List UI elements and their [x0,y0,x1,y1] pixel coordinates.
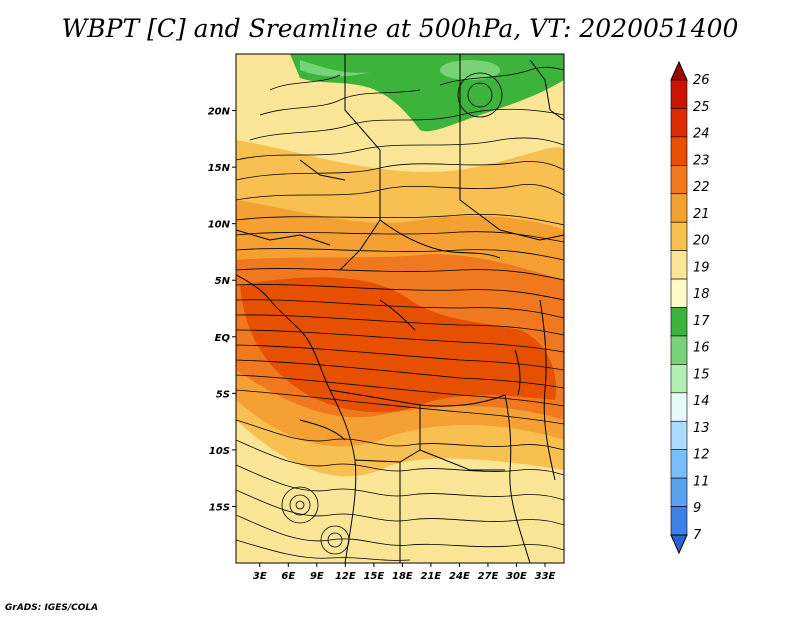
grads-credit: GrADS: IGES/COLA [5,603,99,613]
lon-label: 18E [392,571,413,582]
colorbar-label: 20 [693,234,710,249]
colorbar-swatch [670,221,688,251]
colorbar-top-arrow [670,60,688,81]
colorbar-label: 23 [693,153,710,168]
colorbar: 26 25 24 23 22 21 20 19 18 17 16 15 14 13 12 11 9 7 [670,60,710,555]
colorbar-label: 13 [693,421,710,436]
colorbar-swatch [670,506,688,536]
lon-label: 3E [253,571,267,582]
lon-label: 9E [310,571,324,582]
colorbar-label: 11 [693,474,710,489]
lat-label: 20N [208,107,231,118]
map-frame [235,53,565,564]
lon-label: 12E [335,571,356,582]
colorbar-swatch [670,136,688,166]
colorbar-swatch [670,307,688,337]
lon-label: 24E [449,571,470,582]
colorbar-label: 7 [693,528,702,543]
latitude-axis: 20N 15N 10N 5N EQ 5S 10S 15S [208,107,236,513]
colorbar-label: 16 [693,341,710,356]
colorbar-swatch [670,364,688,394]
colorbar-bottom-arrow [670,534,688,555]
lat-label: 15N [208,163,231,174]
colorbar-swatch [670,193,688,223]
lat-label: 15S [209,502,230,513]
lon-label: 30E [506,571,527,582]
colorbar-label: 9 [693,501,701,516]
colorbar-label: 26 [693,73,710,88]
colorbar-label: 21 [693,207,710,222]
colorbar-label: 17 [693,314,710,329]
colorbar-label: 24 [693,127,710,142]
page-title: WBPT [C] and Sreamline at 500hPa, VT: 20… [61,14,739,43]
lon-label: 33E [535,571,556,582]
colorbar-swatch [670,420,688,450]
lat-label: 5S [216,389,230,400]
lat-label: 10S [209,446,230,457]
colorbar-label: 18 [693,287,710,302]
colorbar-label: 25 [693,100,710,115]
colorbar-swatch [670,79,688,109]
colorbar-swatch [670,449,688,479]
colorbar-swatch [670,165,688,195]
streamlines [236,66,564,561]
colorbar-swatch [670,335,688,365]
colorbar-swatch [670,477,688,507]
colorbar-label: 19 [693,260,710,275]
colorbar-swatch [670,278,688,308]
lat-label: 5N [215,276,231,287]
colorbar-label: 15 [693,367,710,382]
country-borders [236,54,564,563]
lon-label: 6E [281,571,295,582]
lat-label: 10N [208,220,231,231]
colorbar-label: 12 [693,448,710,463]
lon-label: 21E [421,571,442,582]
longitude-axis: 3E 6E 9E 12E 15E 18E 21E 24E 27E 30E 33E [253,563,556,582]
colorbar-label: 14 [693,394,710,409]
colorbar-label: 22 [693,180,710,195]
lon-label: 15E [363,571,384,582]
colorbar-swatch [670,392,688,422]
colorbar-swatch [670,108,688,138]
colorbar-swatch [670,250,688,280]
lat-label: EQ [215,333,231,344]
lon-label: 27E [478,571,499,582]
